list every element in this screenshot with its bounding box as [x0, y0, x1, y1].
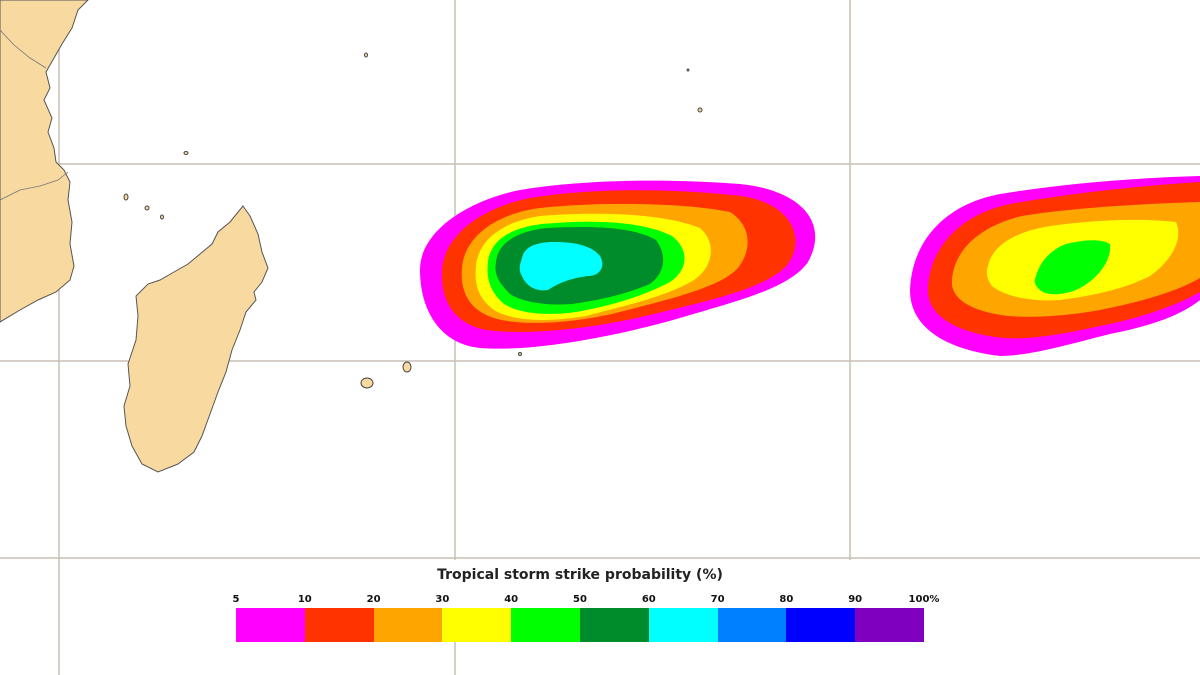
legend-swatch [373, 608, 443, 642]
legend-swatch [304, 608, 374, 642]
madagascar-landmass [123, 205, 269, 473]
legend-swatch [786, 608, 856, 642]
legend-tick-label: 30 [435, 594, 450, 605]
legend-swatch [855, 608, 924, 642]
islands [123, 52, 703, 389]
legend-tick-label: 10 [297, 594, 312, 605]
legend-swatch [511, 608, 580, 642]
legend-color-bar [236, 608, 924, 642]
legend-tick-label: 90 [848, 594, 863, 605]
legend-tick-label: 5 [232, 594, 240, 605]
legend-tick-label: 80 [779, 594, 794, 605]
legend-tick-label: 70 [710, 594, 725, 605]
africa-landmass [0, 0, 89, 323]
legend-labels: 5 10 20 30 40 50 60 70 80 90 100% [232, 594, 940, 608]
legend-tick-label: 100% [908, 594, 940, 605]
legend-tick-label: 20 [366, 594, 381, 605]
legend-swatch [717, 608, 787, 642]
legend-swatch [236, 608, 305, 642]
legend-title: Tropical storm strike probability (%) [437, 567, 723, 583]
legend-swatch [579, 608, 649, 642]
storm-probability-area-1 [420, 180, 816, 349]
legend-tick-label: 50 [573, 594, 587, 605]
legend-swatch [442, 608, 512, 642]
legend-swatch [648, 608, 718, 642]
legend-tick-label: 60 [641, 594, 656, 605]
africa-borders [0, 29, 69, 201]
legend-tick-label: 40 [504, 594, 519, 605]
storm-probability-area-2 [910, 176, 1200, 356]
